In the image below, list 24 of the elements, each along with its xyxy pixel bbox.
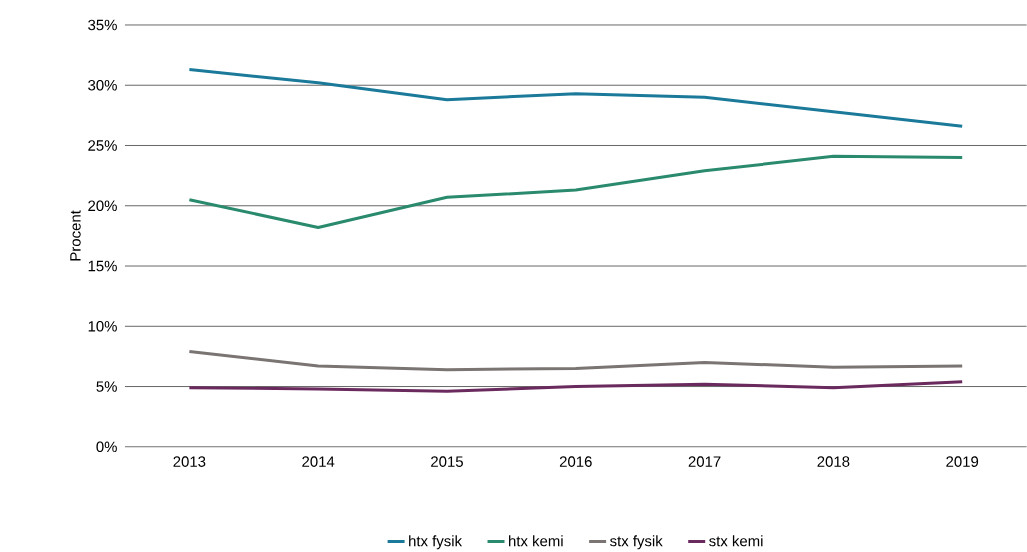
line-series: [187, 380, 964, 394]
y-tick-label: 10%: [88, 321, 117, 332]
y-axis-title: Procent: [70, 210, 81, 261]
legend-label: stx kemi: [709, 535, 763, 547]
line-series: [187, 155, 964, 230]
legend-label: htx kemi: [509, 535, 563, 547]
x-tick-label: 2018: [817, 456, 850, 468]
legend-label: stx fysik: [610, 535, 663, 550]
x-tick-label: 2017: [688, 456, 721, 468]
y-tick-label: 15%: [88, 260, 117, 272]
legend-label: htx fysik: [409, 535, 463, 550]
y-tick-label: 5%: [96, 381, 117, 392]
line-series: [187, 68, 964, 128]
y-tick-label: 0%: [96, 441, 117, 453]
y-tick-label: 30%: [88, 80, 117, 91]
line-series: [187, 350, 964, 372]
y-tick-label: 20%: [88, 200, 117, 212]
x-tick-label: 2015: [431, 456, 463, 468]
x-tick-label: 2014: [302, 456, 335, 468]
x-tick-label: 2019: [946, 456, 979, 468]
x-tick-label: 2016: [559, 456, 592, 468]
x-tick-label: 2013: [173, 456, 206, 468]
y-tick-label: 35%: [88, 19, 117, 31]
y-tick-label: 25%: [88, 140, 117, 151]
